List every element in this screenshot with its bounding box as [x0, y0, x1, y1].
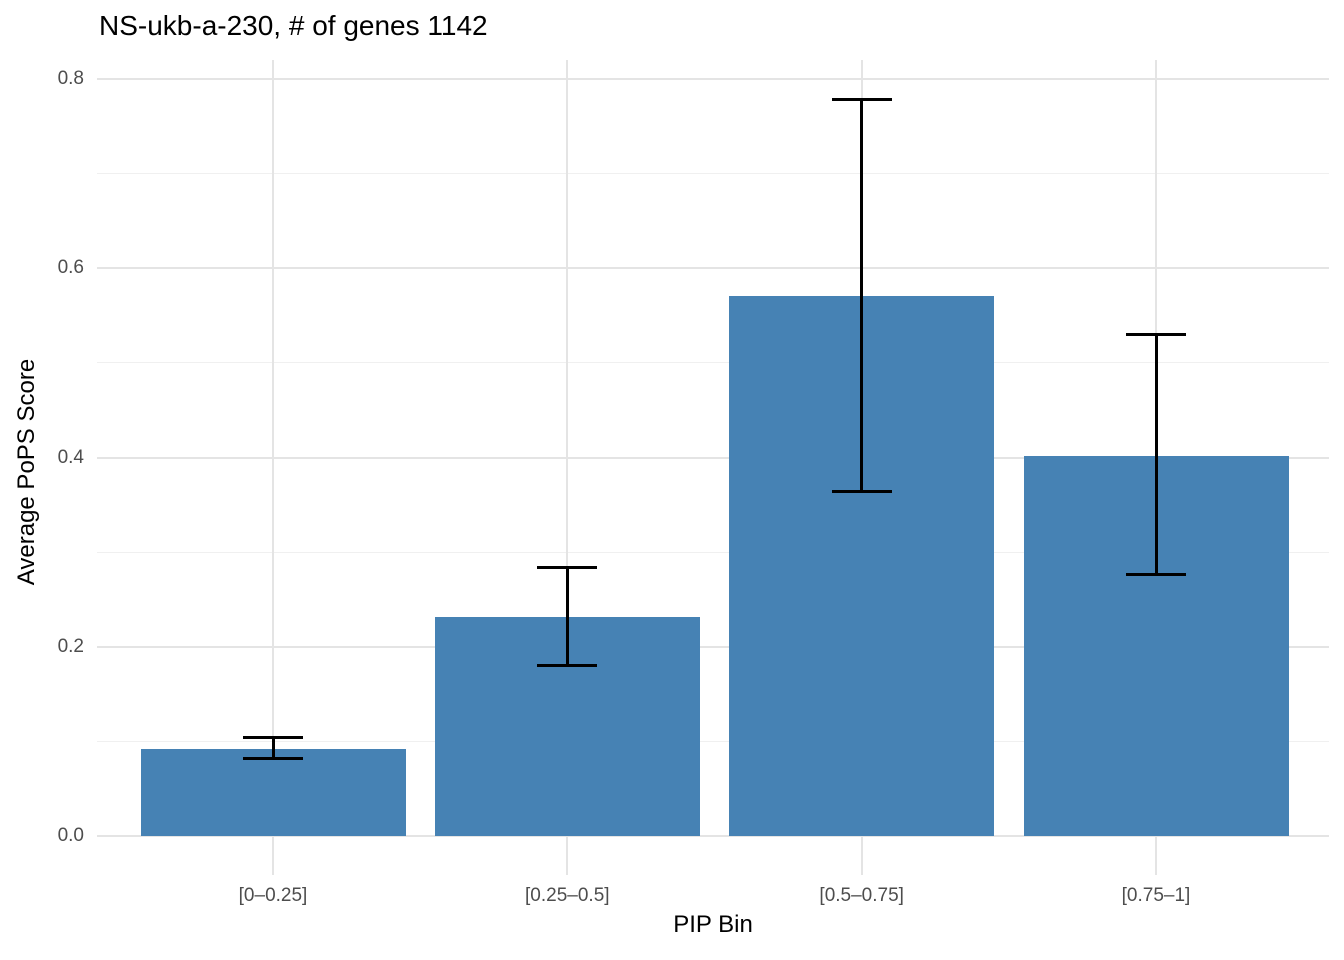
- x-tick-label: [0.5–0.75]: [819, 885, 904, 906]
- y-tick-label: 0.6: [57, 257, 84, 279]
- x-axis-title: PIP Bin: [673, 911, 753, 938]
- errorbar-cap: [243, 756, 303, 760]
- errorbar-cap: [537, 664, 598, 668]
- major-gridline: [97, 456, 1329, 459]
- y-tick-label: 0.4: [57, 446, 84, 468]
- major-gridline: [97, 645, 1329, 648]
- errorbar-cap: [1126, 573, 1186, 577]
- minor-gridline: [97, 173, 1329, 175]
- major-gridline: [97, 267, 1329, 270]
- major-gridline: [97, 78, 1329, 80]
- y-tick-label: 0.2: [57, 635, 84, 657]
- minor-gridline: [97, 551, 1329, 553]
- category-gridline: [566, 60, 569, 875]
- major-gridline: [97, 835, 1329, 837]
- bar-[0–0.25]: [140, 748, 406, 836]
- x-tick-label: [0–0.25]: [238, 885, 308, 906]
- x-tick-label: [0.75–1]: [1121, 885, 1191, 906]
- minor-gridline: [97, 740, 1329, 742]
- chart-title: NS-ukb-a-230, # of genes 1142: [99, 10, 488, 41]
- y-axis-title: Average PoPS Score: [13, 358, 40, 586]
- errorbar-cap: [1126, 332, 1186, 336]
- y-tick-label: 0.0: [57, 825, 84, 846]
- errorbar-stem: [860, 99, 864, 492]
- errorbar-stem: [271, 737, 275, 759]
- errorbar-stem: [1154, 334, 1158, 575]
- x-tick-label: [0.25–0.5]: [525, 885, 610, 906]
- errorbar-stem: [565, 567, 569, 666]
- errorbar-cap: [831, 490, 892, 494]
- errorbar-cap: [537, 565, 598, 569]
- errorbar-cap: [831, 98, 892, 102]
- category-gridline: [272, 60, 274, 875]
- errorbar-cap: [243, 736, 303, 740]
- minor-gridline: [97, 362, 1329, 364]
- y-tick-label: 0.8: [57, 68, 84, 89]
- plot-panel: [97, 60, 1329, 875]
